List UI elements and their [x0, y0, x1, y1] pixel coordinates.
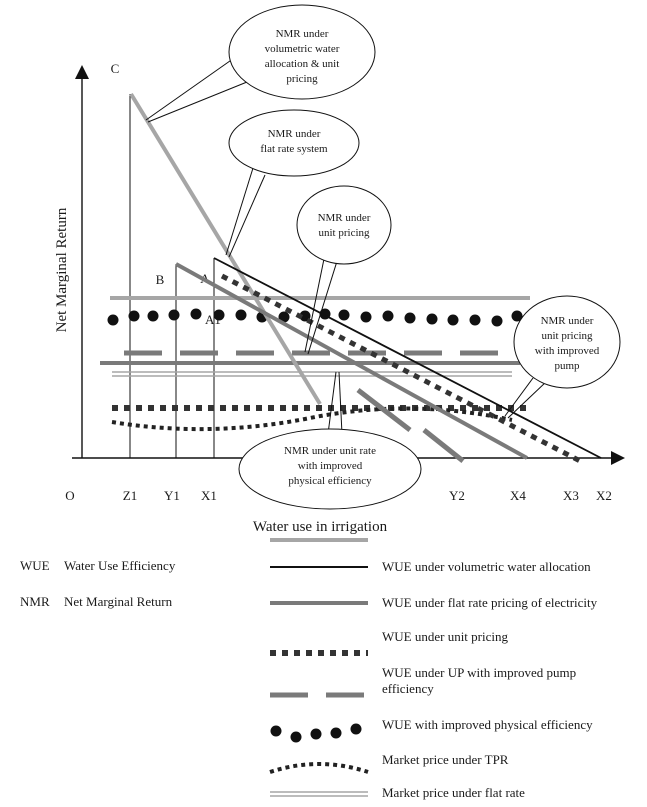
unit-pricing-dotted-curve: [220, 273, 584, 465]
round-dots-line: [107, 308, 523, 327]
label-o: O: [65, 488, 74, 503]
legend-label-pump-1: WUE under UP with improved pump: [382, 665, 576, 680]
abbr-nmr: NMR: [20, 594, 50, 609]
svg-text:NMR under: NMR under: [541, 315, 594, 327]
svg-text:with improved: with improved: [298, 460, 363, 472]
svg-text:pricing: pricing: [286, 73, 318, 85]
segment-x4: [422, 428, 465, 463]
legend-swatch-round-dots: [270, 723, 362, 743]
volumetric-curve: [129, 92, 322, 406]
legend-label-volumetric: WUE under volumetric water allocation: [382, 559, 591, 574]
legend-label-unit-pricing: WUE under unit pricing: [382, 629, 508, 644]
tpr-curve: [111, 406, 513, 432]
label-c: C: [111, 61, 120, 76]
abbr-nmr-meaning: Net Marginal Return: [64, 594, 173, 609]
svg-text:unit pricing: unit pricing: [318, 227, 370, 239]
svg-text:with improved: with improved: [535, 345, 600, 357]
abbr-wue-meaning: Water Use Efficiency: [64, 558, 176, 573]
svg-text:NMR under: NMR under: [268, 128, 321, 140]
callout-volumetric: NMR under volumetric water allocation & …: [145, 4, 376, 123]
abbreviations: WUE Water Use Efficiency NMR Net Margina…: [20, 558, 176, 609]
label-z1: Z1: [123, 488, 137, 503]
svg-text:flat rate system: flat rate system: [260, 143, 328, 155]
label-y1: Y1: [164, 488, 180, 503]
flat-rate-curve: [175, 262, 528, 460]
legend-label-flat-rate: WUE under flat rate pricing of electrici…: [382, 595, 598, 610]
legend-label-round-dots: WUE with improved physical efficiency: [382, 717, 593, 732]
unit-pricing-solid-curve: [213, 257, 602, 459]
callout-improved-pump: NMR under unit pricing with improved pum…: [504, 295, 621, 419]
legend-label-flat-market: Market price under flat rate: [382, 785, 525, 800]
svg-text:pump: pump: [554, 360, 580, 372]
legend: WUE under volumetric water allocation WU…: [269, 538, 598, 800]
svg-text:unit pricing: unit pricing: [541, 330, 593, 342]
svg-text:NMR under: NMR under: [276, 28, 329, 40]
svg-text:physical efficiency: physical efficiency: [288, 475, 372, 487]
svg-text:allocation & unit: allocation & unit: [265, 58, 340, 70]
label-x1: X1: [201, 488, 217, 503]
svg-text:NMR under: NMR under: [318, 212, 371, 224]
callout-unit-pricing: NMR under unit pricing: [296, 185, 392, 355]
legend-swatch-tpr: [269, 762, 369, 774]
y-axis-label: Net Marginal Return: [54, 207, 70, 332]
svg-text:NMR under unit rate: NMR under unit rate: [284, 445, 376, 457]
label-x2: X2: [596, 488, 612, 503]
callout-physical-efficiency: NMR under unit rate with improved physic…: [238, 371, 422, 510]
x-axis-label: Water use in irrigation: [253, 519, 388, 535]
legend-label-pump-2: efficiency: [382, 681, 434, 696]
legend-label-tpr: Market price under TPR: [382, 752, 509, 767]
label-x4: X4: [510, 488, 526, 503]
abbr-wue: WUE: [20, 558, 50, 573]
callout-flat-rate: NMR under flat rate system: [225, 109, 360, 258]
segment-y2: [356, 388, 412, 432]
svg-text:volumetric water: volumetric water: [265, 43, 340, 55]
label-y2: Y2: [449, 488, 465, 503]
label-x3: X3: [563, 488, 579, 503]
label-b: B: [156, 272, 165, 287]
